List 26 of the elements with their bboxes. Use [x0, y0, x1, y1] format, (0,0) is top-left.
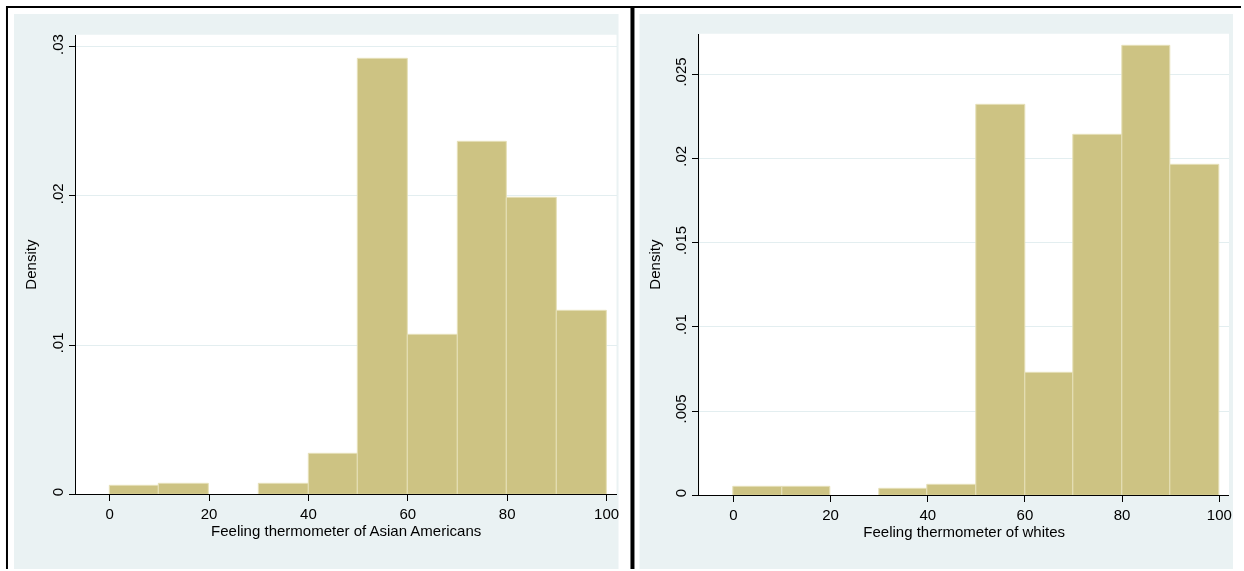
y-tick-label: .01	[48, 332, 66, 354]
y-axis-title: Density	[22, 239, 40, 290]
x-tick-label: 100	[1206, 506, 1232, 524]
x-tick-label: 0	[729, 506, 738, 524]
y-tick-label: .03	[48, 34, 66, 55]
x-tick-label: 20	[200, 505, 218, 523]
y-tick-label: 0	[672, 488, 690, 498]
y-tick-label: 0	[48, 487, 66, 497]
x-tick-label: 20	[822, 506, 839, 524]
x-tick-label: 40	[919, 506, 937, 524]
x-tick-label: 0	[105, 505, 114, 523]
y-tick-label: .015	[672, 225, 690, 256]
x-tick-label: 80	[1113, 506, 1131, 524]
y-tick-label: .025	[672, 57, 690, 87]
x-axis-title: Feeling thermometer of whites	[863, 523, 1066, 541]
y-tick-label: .01	[672, 314, 690, 336]
x-tick-label: 60	[1016, 506, 1034, 524]
y-axis-title: Density	[645, 239, 663, 290]
y-tick-label: .02	[48, 183, 66, 205]
x-tick-label: 60	[399, 505, 417, 523]
x-tick-label: 100	[594, 505, 620, 523]
x-axis-title: Feeling thermometer of Asian Americans	[211, 522, 482, 540]
x-tick-label: 40	[300, 505, 317, 523]
y-tick-label: .005	[672, 394, 690, 424]
x-tick-label: 80	[498, 505, 516, 523]
y-tick-label: .02	[672, 145, 690, 167]
